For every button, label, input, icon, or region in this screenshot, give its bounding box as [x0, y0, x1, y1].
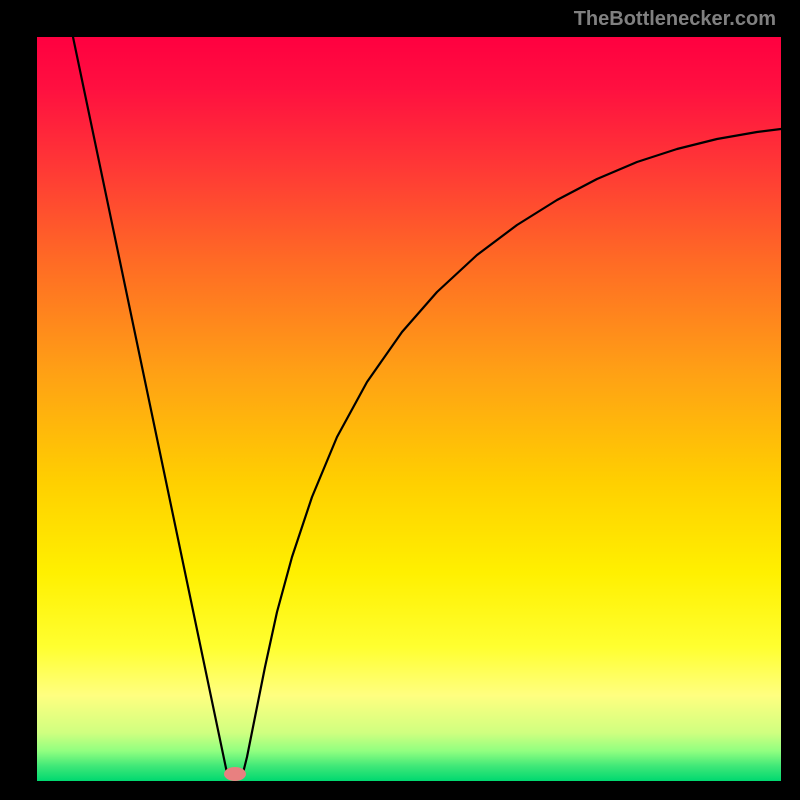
watermark-text: TheBottlenecker.com	[574, 8, 776, 31]
border-right	[781, 0, 800, 800]
border-left	[0, 0, 37, 800]
curve-svg	[37, 37, 781, 781]
border-bottom	[0, 781, 800, 800]
chart-container: TheBottlenecker.com	[0, 0, 800, 800]
plot-area	[37, 37, 781, 781]
vertex-marker	[224, 767, 246, 781]
